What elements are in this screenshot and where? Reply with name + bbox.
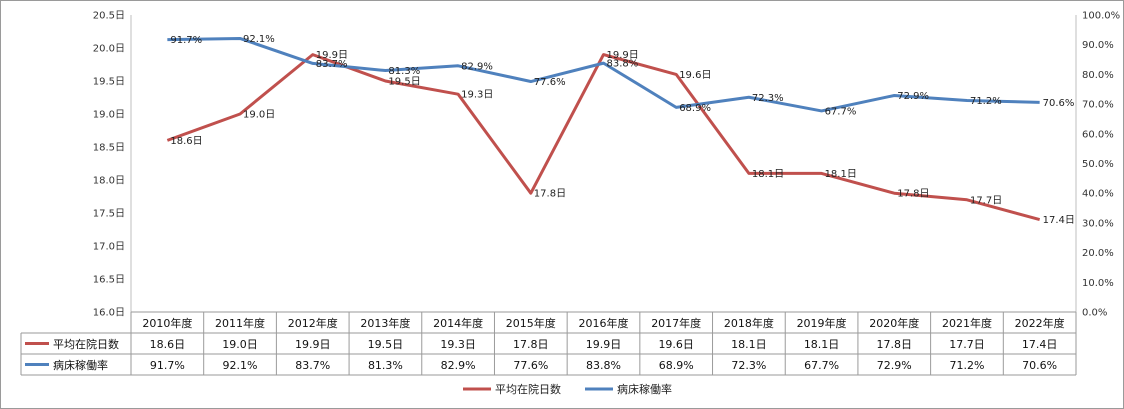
table-cell-value: 19.0日 bbox=[222, 338, 258, 351]
table-cell-value: 18.6日 bbox=[150, 338, 186, 351]
table-cell-value: 91.7% bbox=[150, 359, 185, 372]
table-cell-value: 83.7% bbox=[295, 359, 330, 372]
right-tick-label: 90.0% bbox=[1082, 40, 1114, 51]
table-cell-value: 72.9% bbox=[877, 359, 912, 372]
legend: 平均在院日数 病床稼働率 bbox=[463, 382, 672, 396]
right-tick-label: 50.0% bbox=[1082, 159, 1114, 170]
table-series-name: 平均在院日数 bbox=[53, 337, 119, 351]
data-label: 81.3% bbox=[388, 66, 420, 77]
table-cell-value: 19.6日 bbox=[658, 338, 694, 351]
data-label: 72.9% bbox=[897, 91, 929, 102]
left-tick-label: 16.5日 bbox=[93, 275, 125, 286]
table-cell-value: 82.9% bbox=[441, 359, 476, 372]
left-tick-label: 18.0日 bbox=[93, 176, 125, 187]
category-label: 2011年度 bbox=[215, 316, 265, 330]
data-label: 17.4日 bbox=[1043, 215, 1075, 226]
table-cell-value: 71.2% bbox=[949, 359, 984, 372]
table-cell-value: 17.7日 bbox=[949, 338, 985, 351]
data-label: 19.5日 bbox=[388, 77, 420, 88]
data-label: 68.9% bbox=[679, 103, 711, 114]
data-table: 2010年度 2011年度 2012年度 2013年度 2014年度 2015年度 2016… bbox=[20, 311, 1077, 376]
data-label: 70.6% bbox=[1043, 98, 1075, 109]
table-cell-value: 17.4日 bbox=[1022, 338, 1058, 351]
axes: 16.0日 16.5日 17.0日 17.5日 18.0日 18.5日 19.0日 19.5日… bbox=[93, 11, 1120, 319]
table-cell-value: 18.1日 bbox=[804, 338, 840, 351]
left-tick-label: 19.0日 bbox=[93, 110, 125, 121]
table-cell-value: 18.1日 bbox=[731, 338, 767, 351]
data-label: 19.6日 bbox=[679, 70, 711, 81]
data-label: 83.7% bbox=[316, 59, 348, 70]
data-label: 83.8% bbox=[607, 59, 639, 70]
category-label: 2013年度 bbox=[360, 316, 410, 330]
right-tick-label: 20.0% bbox=[1082, 248, 1114, 259]
right-tick-label: 60.0% bbox=[1082, 129, 1114, 140]
table-series-name: 病床稼働率 bbox=[53, 358, 108, 372]
data-label: 67.7% bbox=[825, 106, 857, 117]
right-tick-label: 30.0% bbox=[1082, 218, 1114, 229]
table-cell-value: 17.8日 bbox=[513, 338, 549, 351]
data-label: 19.0日 bbox=[243, 110, 275, 121]
category-label: 2012年度 bbox=[288, 316, 338, 330]
table-cell-value: 19.9日 bbox=[586, 338, 622, 351]
left-tick-label: 17.0日 bbox=[93, 242, 125, 253]
data-label: 19.9日 bbox=[316, 50, 348, 61]
right-tick-label: 80.0% bbox=[1082, 70, 1114, 81]
left-tick-label: 16.0日 bbox=[93, 308, 125, 319]
left-tick-label: 20.0日 bbox=[93, 44, 125, 55]
data-label: 72.3% bbox=[752, 93, 784, 104]
data-label: 82.9% bbox=[461, 61, 493, 72]
category-label: 2016年度 bbox=[579, 316, 629, 330]
data-label: 91.7% bbox=[170, 35, 202, 46]
series-line-occupancy bbox=[167, 36, 1040, 113]
table-cell-value: 83.8% bbox=[586, 359, 621, 372]
data-label: 19.3日 bbox=[461, 90, 493, 101]
category-label: 2015年度 bbox=[506, 316, 556, 330]
data-label: 17.8日 bbox=[897, 189, 929, 200]
left-tick-label: 18.5日 bbox=[93, 143, 125, 154]
legend-label: 病床稼働率 bbox=[617, 382, 672, 396]
table-cell-value: 17.8日 bbox=[877, 338, 913, 351]
table-cell-value: 92.1% bbox=[223, 359, 258, 372]
table-cell-value: 67.7% bbox=[804, 359, 839, 372]
data-label: 92.1% bbox=[243, 34, 275, 45]
left-tick-label: 19.5日 bbox=[93, 77, 125, 88]
data-label: 18.6日 bbox=[170, 136, 202, 147]
table-cell-value: 81.3% bbox=[368, 359, 403, 372]
right-tick-label: 100.0% bbox=[1082, 11, 1120, 22]
category-label: 2010年度 bbox=[142, 316, 192, 330]
category-label: 2021年度 bbox=[942, 316, 992, 330]
table-cell-value: 19.3日 bbox=[440, 338, 476, 351]
right-tick-label: 0.0% bbox=[1082, 308, 1107, 319]
table-cell-value: 19.5日 bbox=[368, 338, 404, 351]
data-label: 77.6% bbox=[534, 77, 566, 88]
left-tick-label: 17.5日 bbox=[93, 209, 125, 220]
data-label: 17.8日 bbox=[534, 189, 566, 200]
series-lines bbox=[166, 36, 1041, 222]
data-labels: 18.6日 19.0日 19.9日 19.5日 19.3日 17.8日 19.9日 19.6日… bbox=[170, 34, 1075, 226]
data-label: 17.7日 bbox=[970, 195, 1002, 206]
category-label: 2018年度 bbox=[724, 316, 774, 330]
legend-label: 平均在院日数 bbox=[495, 382, 561, 396]
left-tick-label: 20.5日 bbox=[93, 11, 125, 22]
right-tick-label: 40.0% bbox=[1082, 189, 1114, 200]
data-label: 71.2% bbox=[970, 96, 1002, 107]
category-label: 2022年度 bbox=[1015, 316, 1065, 330]
right-tick-label: 10.0% bbox=[1082, 278, 1114, 289]
table-cell-value: 72.3% bbox=[731, 359, 766, 372]
table-cell-value: 19.9日 bbox=[295, 338, 331, 351]
category-label: 2014年度 bbox=[433, 316, 483, 330]
table-cell-value: 77.6% bbox=[513, 359, 548, 372]
data-label: 18.1日 bbox=[752, 169, 784, 180]
series-line-avg-stay bbox=[166, 53, 1041, 222]
table-cell-value: 68.9% bbox=[659, 359, 694, 372]
category-label: 2017年度 bbox=[651, 316, 701, 330]
data-label: 18.1日 bbox=[825, 169, 857, 180]
table-cell-value: 70.6% bbox=[1022, 359, 1057, 372]
category-label: 2020年度 bbox=[869, 316, 919, 330]
category-label: 2019年度 bbox=[797, 316, 847, 330]
data-label: 19.9日 bbox=[607, 50, 639, 61]
right-tick-label: 70.0% bbox=[1082, 100, 1114, 111]
